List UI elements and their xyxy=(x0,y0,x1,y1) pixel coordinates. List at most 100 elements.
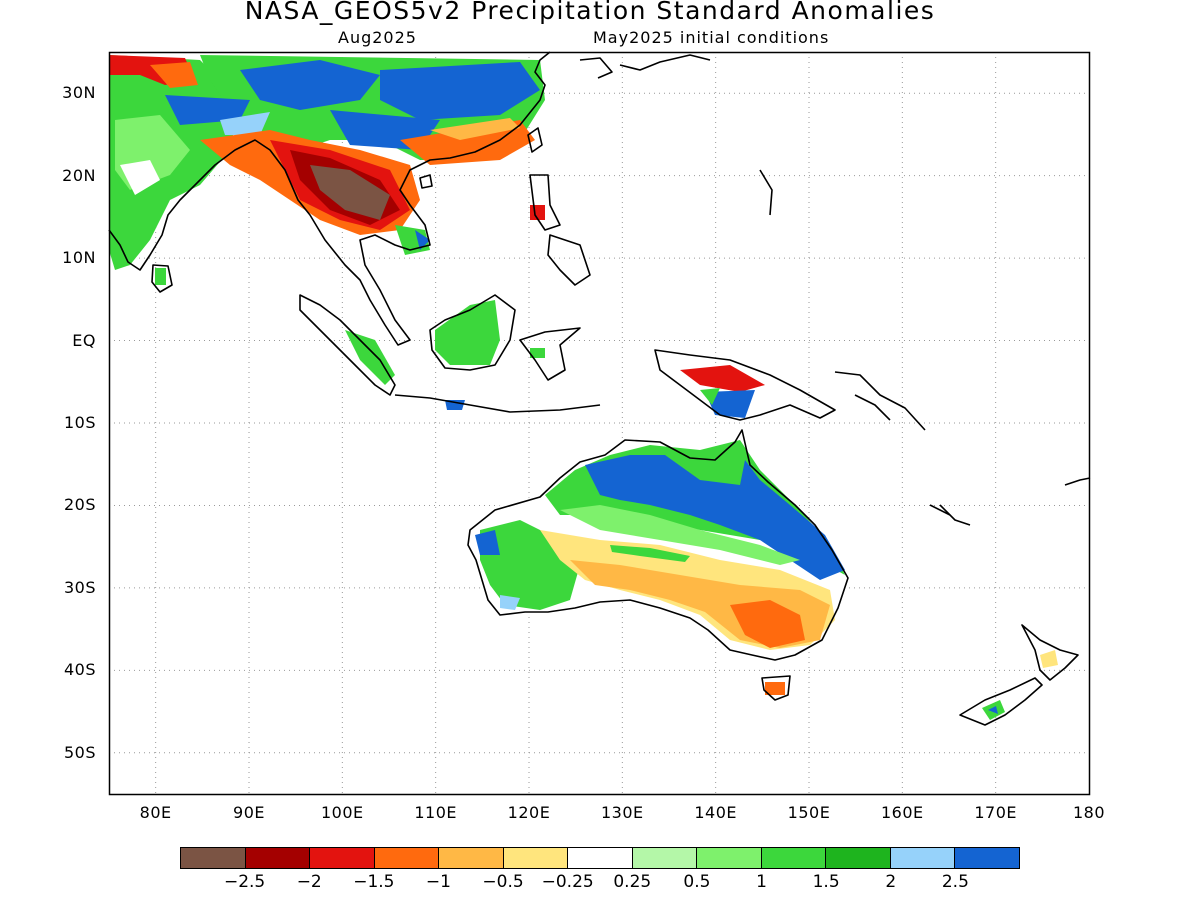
shade-nz-north xyxy=(1040,650,1058,668)
lon-label: 140E xyxy=(694,803,737,822)
shade-sumatra-green xyxy=(345,330,395,385)
coast-tasmania xyxy=(761,675,791,701)
shade-indochina-brown xyxy=(310,165,390,220)
coast-png-islands xyxy=(834,371,926,431)
colorbar-tick-label: −1 xyxy=(425,872,451,892)
shade-borneo-green xyxy=(435,300,500,365)
colorbar-swatch xyxy=(439,848,504,868)
coast-solomons xyxy=(854,394,891,421)
colorbar-swatch xyxy=(761,848,827,868)
shade-tasmania xyxy=(765,682,785,695)
colorbar-swatch xyxy=(826,848,891,868)
colorbar-tick-label: 1 xyxy=(756,872,767,892)
lon-label: 170E xyxy=(974,803,1017,822)
colorbar-tick-label: −2.5 xyxy=(223,872,266,892)
lon-label: 130E xyxy=(601,803,644,822)
lon-label: 80E xyxy=(139,803,172,822)
lon-label: 100E xyxy=(321,803,364,822)
shade-nz-south-blue xyxy=(988,706,998,714)
colorbar-swatch xyxy=(503,848,569,868)
lat-label: 20S xyxy=(63,495,96,515)
coast-korea xyxy=(579,57,613,79)
coast-taiwan xyxy=(527,127,543,153)
colorbar-tick-label: 2 xyxy=(885,872,897,892)
coast-fiji xyxy=(1064,477,1091,486)
shade-sulawesi xyxy=(530,348,545,358)
anomaly-shading xyxy=(109,55,1058,720)
shade-china-blue2 xyxy=(380,62,540,120)
coast-nz-north xyxy=(1021,624,1079,681)
coast-japan xyxy=(619,54,711,71)
shade-aus-north-blue xyxy=(585,455,845,580)
shade-sc-yellow xyxy=(430,118,520,140)
colorbar-swatch xyxy=(181,848,246,868)
colorbar-tick-label: −1.5 xyxy=(353,872,395,892)
coast-srilanka xyxy=(151,264,173,293)
map-title: NASA_GEOS5v2 Precipitation Standard Anom… xyxy=(244,0,936,25)
shade-srilanka xyxy=(155,268,166,285)
coast-marianas xyxy=(759,169,773,216)
lon-label: 160E xyxy=(881,803,924,822)
shade-ng-blue xyxy=(705,390,755,418)
shade-china-lightblue xyxy=(220,112,270,135)
shade-china-blue1 xyxy=(240,60,380,110)
colorbar-tick-label: 0.5 xyxy=(683,872,711,892)
colorbar-swatch xyxy=(568,848,633,868)
colorbar-swatch xyxy=(245,848,311,868)
lat-label: 40S xyxy=(63,660,96,680)
lon-label: 120E xyxy=(507,803,551,822)
colorbar-tick-label: −0.5 xyxy=(482,872,524,892)
shade-india-white xyxy=(120,160,160,195)
colorbar-swatch xyxy=(890,848,956,868)
lon-label: 90E xyxy=(233,803,265,822)
anomaly-map xyxy=(108,51,1091,796)
shade-aus-north-lightgreen xyxy=(560,505,800,565)
lat-label: 30N xyxy=(62,83,96,103)
colorbar-swatch xyxy=(374,848,440,868)
valid-month-label: Aug2025 xyxy=(338,28,417,47)
coast-mindanao xyxy=(547,234,591,286)
lat-label: EQ xyxy=(72,330,96,350)
shade-china-blue4 xyxy=(165,95,250,125)
colorbar-tick-label: −0.25 xyxy=(541,872,594,892)
colorbar-tick-label: −2 xyxy=(296,872,322,892)
shade-aus-west-blue xyxy=(475,530,500,555)
coast-australia xyxy=(467,429,849,661)
coast-borneo xyxy=(429,294,516,371)
coast-asia xyxy=(108,51,551,346)
shade-nw-india-orange xyxy=(150,62,198,88)
lat-label: 10N xyxy=(62,248,96,268)
lon-label: 180 xyxy=(1072,803,1106,822)
lat-label: 10S xyxy=(63,413,96,432)
lon-label: 150E xyxy=(787,803,831,822)
coast-sumatra xyxy=(299,294,396,396)
colorbar-swatch xyxy=(310,848,375,868)
coast-newcaledonia xyxy=(929,504,951,516)
colorbar-swatch xyxy=(697,848,762,868)
coast-luzon xyxy=(529,174,561,231)
colorbar-tick-label: 0.25 xyxy=(613,872,652,892)
map-frame xyxy=(108,51,1091,796)
colorbar-tick-label: 2.5 xyxy=(941,872,969,892)
colorbar-swatch xyxy=(632,848,698,868)
coast-hainan xyxy=(419,174,433,189)
coast-newguinea xyxy=(654,349,836,421)
lat-label: 20N xyxy=(62,165,96,185)
lat-label: 50S xyxy=(63,742,96,762)
lat-label: 30S xyxy=(63,577,96,597)
colorbar-tick-label: 1.5 xyxy=(812,872,840,892)
colorbar xyxy=(180,847,1020,869)
shade-aus-green-streak xyxy=(610,545,690,562)
shade-aus-west-lightblue xyxy=(500,595,520,610)
coast-vanuatu xyxy=(939,504,971,526)
lon-label: 110E xyxy=(414,803,457,822)
coast-java xyxy=(394,394,601,413)
shade-aus-se-darkorange xyxy=(730,600,805,648)
coast-sulawesi xyxy=(519,327,581,381)
coast-nz-south xyxy=(959,677,1043,726)
colorbar-swatch xyxy=(955,848,1019,868)
initial-conditions-label: May2025 initial conditions xyxy=(593,28,830,47)
shade-vietnam-blue xyxy=(415,230,430,250)
coastlines xyxy=(108,51,1091,726)
shade-ng-green xyxy=(700,388,720,405)
